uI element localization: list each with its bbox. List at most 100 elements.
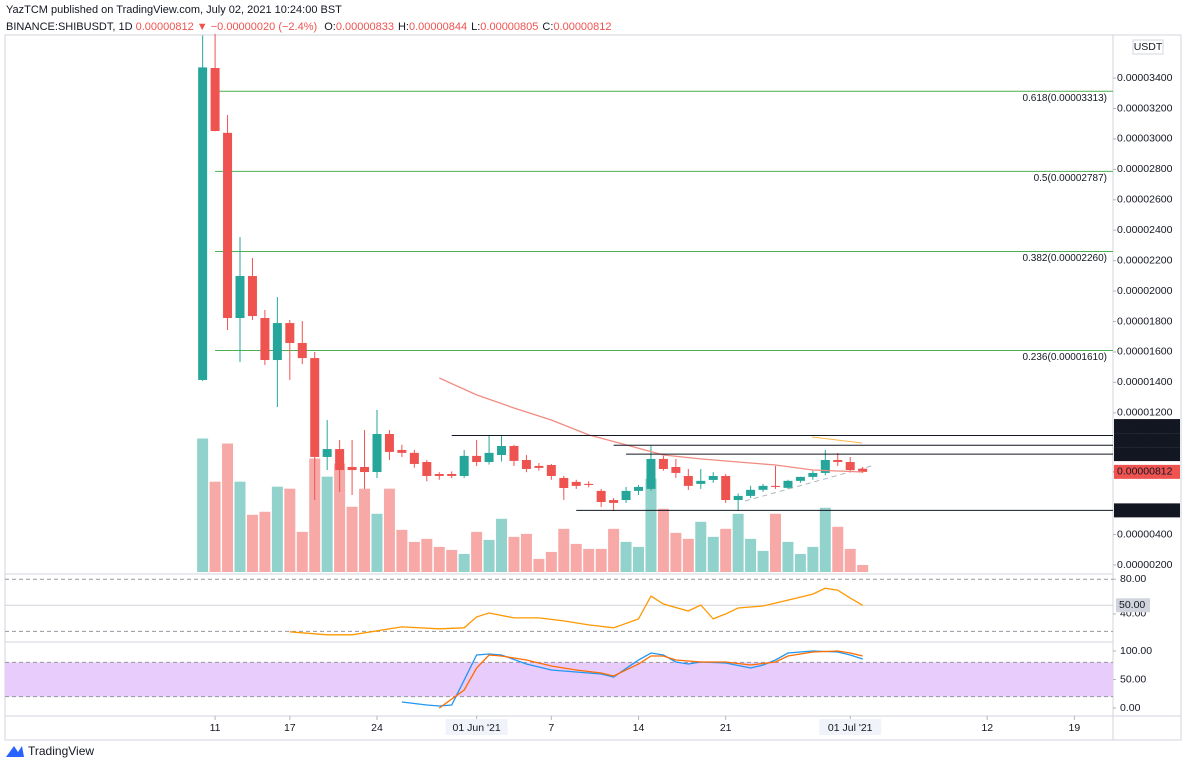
volume-bar	[770, 513, 782, 572]
y-tick-label: 100.00	[1120, 645, 1152, 657]
fib-label: 0.382(0.00002260)	[1022, 253, 1107, 264]
volume-bar	[595, 548, 607, 572]
candle-body	[708, 475, 718, 480]
volume-bar	[309, 458, 321, 572]
candle-body	[272, 323, 282, 361]
volume-bar	[695, 521, 707, 572]
candle-body	[360, 467, 370, 473]
y-tick-label: 50.00	[1120, 673, 1146, 685]
x-tick-label: 11	[210, 722, 221, 734]
candle-body	[447, 474, 457, 476]
level-label-box	[1114, 503, 1180, 518]
volume-bar	[645, 478, 657, 572]
x-tick-label: 01 Jun '21	[453, 722, 501, 734]
volume-bar	[545, 551, 557, 572]
level-label-box	[1114, 433, 1180, 448]
volume-bar	[246, 514, 258, 572]
y-tick-label: 0.00000200	[1117, 559, 1173, 571]
volume-bar	[383, 488, 395, 572]
volume-bar	[371, 513, 383, 572]
x-tick-label: 7	[548, 722, 554, 734]
volume-bar	[446, 549, 458, 572]
candle-body	[733, 495, 743, 501]
series-line	[401, 650, 863, 707]
candle-body	[285, 323, 295, 343]
y-tick-label: 0.00003400	[1117, 72, 1173, 84]
volume-bar	[296, 531, 308, 572]
candle-body	[658, 458, 668, 469]
candle-body	[833, 460, 843, 462]
volume-bar	[857, 564, 869, 572]
volume-bar	[346, 506, 358, 572]
candle-body	[571, 481, 581, 486]
level-label-box	[1114, 447, 1180, 462]
volume-bar	[471, 531, 483, 572]
candle-body	[758, 485, 768, 490]
candle-body	[422, 461, 432, 476]
candle-body	[621, 490, 631, 501]
candle-body	[409, 452, 419, 464]
volume-bar	[533, 558, 545, 572]
series-line	[438, 650, 863, 709]
candle-body	[646, 458, 656, 489]
level-label: 0.00000929	[1117, 448, 1173, 460]
ohlc-value: 0.00000844	[409, 21, 467, 33]
volume-bar	[496, 518, 508, 572]
candle-body	[347, 467, 357, 471]
y-tick-label: 0.00002000	[1117, 285, 1173, 297]
volume-bar	[707, 536, 719, 572]
y-tick-label: 0.00003200	[1117, 102, 1173, 114]
published: YazTCM published on TradingView.com, Jul…	[6, 4, 342, 16]
series-line	[439, 377, 863, 473]
current-box	[1116, 598, 1150, 613]
candle-body	[472, 455, 482, 462]
x-tick-label: 24	[371, 722, 383, 734]
candle-body	[808, 472, 818, 477]
volume-bar	[757, 550, 769, 572]
series-line	[289, 587, 864, 636]
fib-label: 0.618(0.00003313)	[1022, 93, 1107, 104]
y-tick-label: 0.00000400	[1117, 528, 1173, 540]
candle-body	[384, 433, 394, 452]
x-tick-label-box	[819, 719, 882, 735]
x-tick-label: 01 Jul '21	[828, 722, 873, 734]
ohlc-key: O:	[324, 21, 336, 33]
candle-body	[634, 486, 644, 491]
volume-bar	[396, 529, 408, 572]
candle-body	[820, 460, 830, 473]
volume-bar	[321, 476, 333, 572]
y-tick-label: 0.00001800	[1117, 315, 1173, 327]
ohlc-value: 0.00000812	[553, 21, 611, 33]
level-label: 0.00000559	[1117, 504, 1173, 516]
volume-bar	[359, 488, 371, 572]
volume-bar	[433, 546, 445, 572]
volume-bar	[682, 538, 694, 572]
volume-bar	[832, 526, 844, 572]
volume-bar	[197, 438, 209, 572]
volume-bar	[844, 548, 856, 572]
y-tick-label: 0.00002600	[1117, 194, 1173, 206]
unit-label: USDT	[1134, 41, 1163, 53]
volume-bar	[583, 548, 595, 572]
y-tick-label: 0.00002400	[1117, 224, 1173, 236]
volume-bar	[745, 538, 757, 572]
volume-bar	[657, 508, 669, 572]
volume-bar	[782, 541, 794, 572]
candle-body	[683, 475, 693, 486]
candle-body	[696, 480, 706, 484]
y-tick-label: 0.00003000	[1117, 133, 1173, 145]
ohlc-key: L:	[471, 21, 480, 33]
candle-body	[509, 446, 519, 461]
volume-bar	[259, 511, 271, 572]
volume-bar	[570, 543, 582, 572]
candle-body	[559, 477, 569, 489]
volume-bar	[334, 463, 346, 572]
x-tick-label: 12	[981, 722, 993, 734]
volume-bar	[508, 536, 520, 572]
candle-body	[534, 465, 544, 468]
x-tick-label: 14	[633, 722, 645, 734]
candle-body	[783, 480, 793, 488]
y-tick-label: 0.00001200	[1117, 407, 1173, 419]
volume-bar	[520, 533, 532, 572]
